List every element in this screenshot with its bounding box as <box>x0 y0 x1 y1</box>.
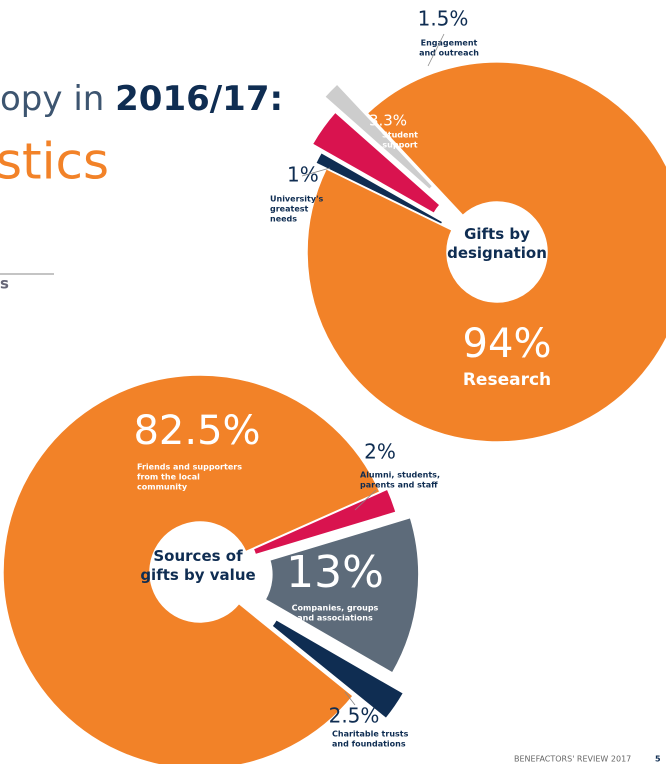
title-text: opy in <box>0 79 115 119</box>
category-label: Student <box>382 131 418 140</box>
pie-title: Sources of <box>153 547 243 565</box>
pie-slice <box>252 488 398 556</box>
value-label: 13% <box>286 547 384 598</box>
value-label: 1% <box>287 163 319 187</box>
category-label: greatest <box>270 205 309 214</box>
category-label: Friends and supporters <box>137 463 242 472</box>
category-label: parents and staff <box>360 481 438 490</box>
pie-title: gifts by value <box>140 566 255 584</box>
value-label: 1.5% <box>418 7 469 31</box>
page-subtitle: stics <box>0 133 109 191</box>
leader-line <box>427 33 445 67</box>
value-label: 82.5% <box>133 408 260 454</box>
page-number: 5 <box>655 755 661 764</box>
category-label: and outreach <box>419 49 479 58</box>
title-year: 2016/17: <box>115 79 283 119</box>
category-label: Charitable trusts <box>332 730 409 739</box>
category-label: and associations <box>297 614 373 623</box>
category-label: community <box>137 483 188 492</box>
category-label: Alumni, students, <box>360 471 440 480</box>
pie-slice <box>323 82 434 191</box>
category-label: needs <box>270 215 297 224</box>
pie-slice <box>2 374 381 764</box>
pie-center <box>447 202 547 302</box>
category-label: Engagement <box>421 39 478 48</box>
pie-slice <box>270 618 405 720</box>
value-label: 94% <box>463 321 552 367</box>
leader-line <box>301 167 331 177</box>
category-label: University's <box>270 195 324 204</box>
value-label: 2.5% <box>329 704 380 728</box>
category-label: Companies, groups <box>292 604 379 613</box>
category-label: from the local <box>137 473 200 482</box>
pie-title: Gifts by <box>464 225 530 243</box>
pie-title: designation <box>447 244 547 262</box>
side-text: s <box>0 275 9 293</box>
pie-center <box>150 522 250 622</box>
value-label: 3.3% <box>369 112 407 130</box>
leader-line <box>354 489 377 511</box>
footer-text: BENEFACTORS' REVIEW 2017 <box>514 755 631 764</box>
category-label: support <box>382 141 417 150</box>
leader-line <box>344 691 356 706</box>
pie-slice <box>311 111 442 215</box>
pie-slice <box>264 516 420 675</box>
category-label: and foundations <box>332 740 406 749</box>
category-label: Research <box>463 370 551 390</box>
page-title: opy in 2016/17: <box>0 79 283 119</box>
value-label: 2% <box>364 440 396 464</box>
